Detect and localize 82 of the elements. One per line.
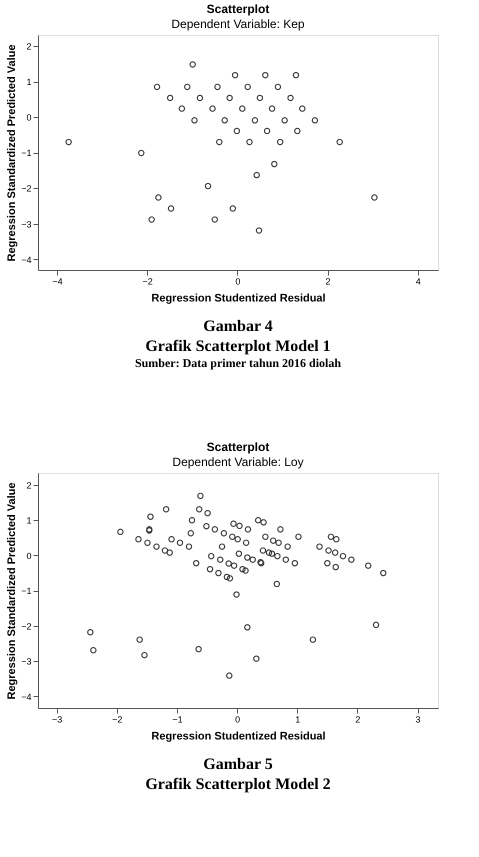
y-tick-label: 0: [26, 112, 32, 123]
x-tick-label: −3: [52, 714, 62, 724]
point: [268, 105, 276, 112]
x-tick-label: 0: [235, 276, 240, 286]
x-tick-label: 1: [295, 714, 300, 724]
text: Gambar 4: [203, 318, 273, 335]
point: [254, 172, 260, 178]
chart-title: Scatterplot: [206, 440, 270, 454]
y-tick-label: −3: [21, 656, 32, 667]
point: [138, 150, 144, 156]
y-axis-title: Regression Standardized Predicted Value: [6, 44, 18, 262]
point: [168, 205, 174, 212]
point: [264, 128, 270, 134]
y-tick-label: −1: [21, 148, 32, 158]
chart-subtitle: Dependent Variable: Loy: [172, 455, 304, 469]
point: [256, 227, 262, 234]
x-tick-label: −4: [52, 276, 63, 286]
point: [222, 117, 228, 124]
x-tick-label: −1: [172, 714, 183, 724]
point: [287, 94, 294, 102]
chart-subtitle: Dependent Variable: Kep: [171, 17, 305, 31]
point: [178, 105, 186, 112]
y-tick-label: 0: [26, 550, 32, 561]
text: Grafik Scatterplot Model 1: [145, 338, 331, 355]
y-tick-label: −3: [21, 219, 32, 230]
x-tick-label: −2: [112, 714, 122, 724]
x-tick-label: 3: [416, 714, 421, 724]
point: [281, 117, 288, 124]
y-tick-label: −2: [21, 621, 32, 632]
y-tick-label: 1: [26, 77, 32, 88]
text: Gambar 5: [203, 756, 273, 773]
point: [244, 84, 251, 90]
point: [216, 138, 222, 146]
point: [371, 194, 378, 201]
point: [189, 61, 196, 68]
point: [252, 117, 258, 124]
point: [246, 138, 253, 146]
point: [230, 205, 236, 212]
point: [65, 138, 72, 146]
x-tick-label: 4: [416, 276, 421, 286]
point: [336, 138, 343, 146]
point: [226, 94, 233, 102]
x-tick-label: 0: [235, 714, 240, 724]
point: [312, 117, 318, 124]
y-tick-label: −2: [21, 184, 32, 194]
x-axis-title: Regression Studentized Residual: [151, 292, 326, 304]
point: [256, 94, 264, 102]
point: [191, 117, 198, 124]
point: [214, 84, 221, 90]
x-tick-label: −2: [142, 276, 153, 286]
point: [204, 182, 212, 190]
point: [294, 128, 300, 134]
x-axis-title: Regression Studentized Residual: [151, 730, 326, 742]
x-tick-label: 2: [326, 276, 331, 286]
y-tick-label: −4: [21, 692, 32, 702]
point: [262, 72, 268, 78]
y-tick-label: 2: [26, 42, 32, 52]
chart-title: Scatterplot: [206, 2, 270, 16]
point: [232, 72, 238, 78]
point: [212, 216, 218, 223]
text: Grafik Scatterplot Model 2: [145, 776, 331, 793]
point: [148, 216, 155, 223]
point: [271, 160, 278, 168]
point: [274, 84, 282, 90]
point: [184, 84, 190, 90]
y-tick-label: 1: [26, 516, 32, 526]
point: [276, 138, 284, 146]
point: [234, 128, 240, 134]
x-tick-label: 2: [355, 714, 360, 724]
y-tick-label: −4: [21, 254, 32, 265]
y-axis-title: Regression Standardized Predicted Value: [6, 482, 18, 700]
point: [239, 105, 246, 112]
y-tick-label: 2: [26, 480, 32, 490]
point: [292, 72, 300, 78]
text: Sumber: Data primer tahun 2016 diolah: [134, 356, 342, 370]
point: [154, 84, 160, 90]
point: [196, 94, 204, 102]
point: [166, 94, 174, 102]
point: [155, 194, 162, 201]
y-tick-label: −1: [21, 586, 32, 596]
point: [299, 105, 306, 112]
point: [209, 105, 216, 112]
